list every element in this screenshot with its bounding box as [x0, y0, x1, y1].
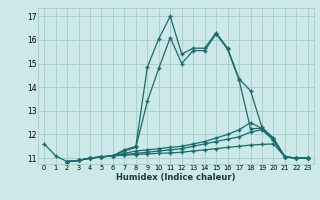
X-axis label: Humidex (Indice chaleur): Humidex (Indice chaleur)	[116, 173, 236, 182]
